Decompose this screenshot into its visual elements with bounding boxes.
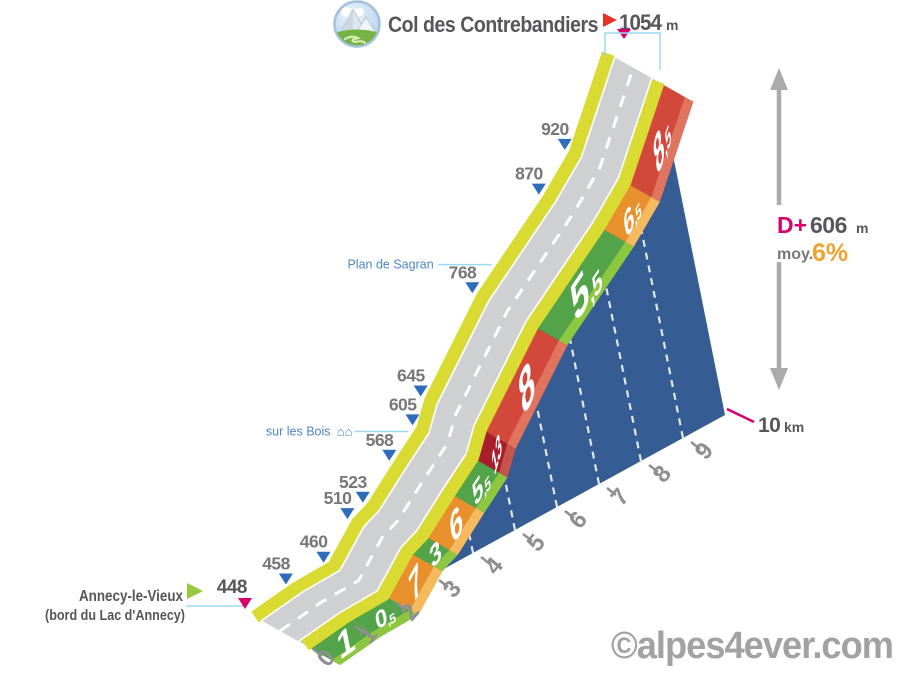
- km-tick: [564, 510, 575, 519]
- gradient-segment-7: [388, 554, 443, 615]
- gradient-segment-bevel: [449, 508, 485, 555]
- km-tick: [354, 625, 365, 634]
- km-tick: [312, 648, 323, 657]
- stats-block: D+ 606 m moy. 6%: [770, 68, 868, 390]
- elevation-mark-label: 460: [300, 532, 328, 552]
- gradient-segment-5.5: [454, 460, 508, 513]
- watermark: ©alpes4ever.com: [611, 625, 893, 667]
- elevation-mark-label: 920: [541, 119, 569, 139]
- place-label: sur les Bois: [266, 424, 331, 438]
- climb-title: Col des Contrebandiers: [388, 12, 598, 37]
- elevation-mark: [413, 385, 428, 397]
- elevation-mark: [355, 491, 370, 503]
- gradient-segment-6.5: [603, 184, 660, 247]
- elevation-mark-label: 645: [397, 366, 425, 386]
- elevation-mark-label: 605: [389, 394, 417, 414]
- km-gridline: [628, 168, 685, 439]
- road-line-left: [261, 57, 616, 622]
- arrow-up-icon: [770, 68, 788, 90]
- title-block: Col des Contrebandiers 1054 m: [333, 0, 678, 70]
- gradient-segment-bevel: [434, 550, 458, 572]
- km-tick: [522, 533, 533, 542]
- avg-label: moy.: [777, 246, 813, 263]
- elevation-mark: [465, 282, 480, 294]
- km-tick-label: 9: [690, 437, 719, 465]
- gradient-segment-bevel: [558, 241, 634, 346]
- elevation-mark: [557, 138, 572, 150]
- gradient-segment-bevel: [499, 443, 516, 478]
- gradient-segment-bevel: [331, 631, 381, 665]
- gradient-segment-5.5: [537, 229, 634, 346]
- elevation-mark-label: 458: [262, 554, 290, 574]
- summit-elevation-unit: m: [666, 17, 678, 33]
- road-edge-stripe-right: [301, 79, 665, 651]
- mountain-badge-icon: [333, 0, 381, 48]
- place-label-layer: ⌂⌂ sur les Bois Plan de Sagran: [266, 258, 492, 439]
- km-gridline: [522, 341, 559, 508]
- km-tick-label: 5: [522, 529, 551, 557]
- summit-leader-line: [604, 32, 661, 70]
- elevation-mark: [316, 551, 331, 563]
- gradient-segment-bevel: [507, 340, 568, 449]
- km-tick-label: 3: [438, 575, 467, 603]
- road-edge-stripe-left: [251, 51, 615, 623]
- elevation-mark-label: 870: [515, 164, 543, 184]
- km-tick: [690, 441, 701, 450]
- houses-icon: ⌂⌂: [337, 424, 353, 439]
- start-block: Annecy-le-Vieux (bord du Lac d'Annecy) 4…: [45, 577, 252, 624]
- km-tick-label: 8: [648, 460, 677, 488]
- road-line-right: [298, 77, 653, 643]
- elevation-mark-label: 768: [449, 262, 477, 282]
- elevation-mark: [531, 183, 546, 195]
- gradient-segment-bevel: [651, 96, 694, 202]
- dplus-label: D+: [777, 212, 807, 238]
- gradient-segment-bevel: [410, 566, 443, 615]
- place-label: Plan de Sagran: [347, 258, 433, 272]
- km-tick-label: 7: [606, 483, 635, 511]
- km-tick: [396, 602, 407, 611]
- km-tick: [648, 464, 659, 473]
- dplus-value: 606: [810, 212, 847, 238]
- summit-marker-icon: [617, 29, 631, 39]
- start-elevation: 448: [217, 577, 247, 598]
- gradient-wall-layer: [310, 84, 694, 665]
- elevation-mark: [405, 414, 420, 426]
- gradient-segment-8: [485, 328, 568, 449]
- gradient-segment-8.5: [629, 84, 694, 202]
- elevation-mark-label: 568: [366, 430, 394, 450]
- elevation-mark: [340, 508, 355, 520]
- km-tick: [606, 487, 617, 496]
- summit-flag-icon: [603, 13, 617, 27]
- km-tick-label: 4: [480, 552, 510, 580]
- km-tick: [480, 556, 491, 565]
- axis-end-value: 10: [758, 414, 780, 437]
- start-name-line2: (bord du Lac d'Annecy): [45, 607, 185, 624]
- road-layer: [251, 51, 665, 651]
- road-centerline: [279, 67, 635, 633]
- start-flag-icon: [187, 583, 203, 599]
- km-tick: [438, 579, 449, 588]
- elevation-mark-label: 523: [339, 472, 367, 492]
- elevation-mark-label: 510: [324, 488, 352, 508]
- start-name-line1: Annecy-le-Vieux: [79, 588, 183, 605]
- gradient-segment-bevel: [625, 197, 660, 247]
- axis-end-block: 10 km: [726, 407, 804, 437]
- axis-end-unit: km: [784, 419, 804, 435]
- gradient-segment-bevel: [475, 472, 508, 513]
- elevation-mark: [382, 449, 397, 461]
- gradient-segment-6: [427, 495, 485, 555]
- km-tick-label: 6: [564, 506, 593, 534]
- gradient-segment-bevel: [372, 609, 419, 637]
- arrow-down-icon: [770, 368, 788, 390]
- avg-value: 6%: [812, 239, 848, 267]
- elevation-mark: [278, 573, 293, 585]
- start-marker-icon: [238, 598, 252, 609]
- dplus-unit: m: [856, 220, 868, 236]
- axis-end-tick: [726, 407, 755, 424]
